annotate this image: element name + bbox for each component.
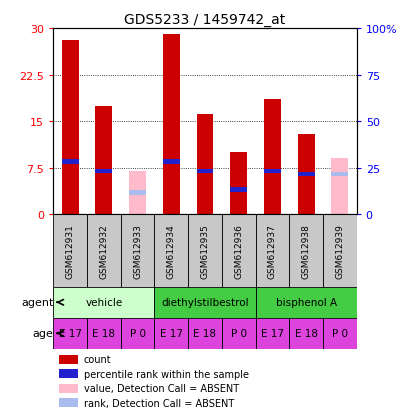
Bar xyxy=(230,153,247,215)
Text: E 17: E 17 xyxy=(160,328,182,339)
Text: GSM612931: GSM612931 xyxy=(65,223,74,278)
Bar xyxy=(188,215,221,287)
Bar xyxy=(289,318,322,349)
Bar xyxy=(87,215,120,287)
Bar xyxy=(59,355,77,364)
Bar xyxy=(62,160,79,164)
Text: GSM612936: GSM612936 xyxy=(234,223,243,278)
Text: count: count xyxy=(83,354,111,364)
Bar xyxy=(289,215,322,287)
Bar xyxy=(196,114,213,215)
Text: GSM612939: GSM612939 xyxy=(335,223,344,278)
Text: vehicle: vehicle xyxy=(85,297,122,308)
Text: age: age xyxy=(32,328,53,339)
Text: P 0: P 0 xyxy=(230,328,246,339)
Text: E 18: E 18 xyxy=(294,328,317,339)
Text: agent: agent xyxy=(21,297,53,308)
Bar xyxy=(255,318,289,349)
Bar xyxy=(330,159,347,215)
Bar xyxy=(188,318,221,349)
Bar xyxy=(196,169,213,173)
Bar xyxy=(263,100,280,215)
Bar xyxy=(59,384,77,393)
Text: value, Detection Call = ABSENT: value, Detection Call = ABSENT xyxy=(83,383,238,393)
Bar xyxy=(120,318,154,349)
Bar xyxy=(53,318,87,349)
Bar xyxy=(263,169,280,173)
Bar xyxy=(62,41,79,215)
Bar xyxy=(162,35,179,215)
Text: GSM612938: GSM612938 xyxy=(301,223,310,278)
Text: E 18: E 18 xyxy=(92,328,115,339)
Bar xyxy=(255,215,289,287)
Text: E 17: E 17 xyxy=(58,328,81,339)
Bar xyxy=(221,318,255,349)
Bar xyxy=(129,191,146,195)
Text: E 17: E 17 xyxy=(260,328,283,339)
Text: GSM612932: GSM612932 xyxy=(99,223,108,278)
Bar xyxy=(322,215,356,287)
Bar xyxy=(87,318,120,349)
Bar xyxy=(330,172,347,177)
Text: bisphenol A: bisphenol A xyxy=(275,297,336,308)
Text: GSM612934: GSM612934 xyxy=(166,223,175,278)
Bar xyxy=(129,171,146,215)
Bar xyxy=(221,215,255,287)
Bar xyxy=(154,215,188,287)
Bar xyxy=(297,172,314,177)
Text: GSM612935: GSM612935 xyxy=(200,223,209,278)
Bar xyxy=(230,188,247,192)
Bar xyxy=(53,215,87,287)
Text: percentile rank within the sample: percentile rank within the sample xyxy=(83,369,248,379)
Bar xyxy=(322,318,356,349)
Bar xyxy=(154,287,255,318)
Bar xyxy=(120,215,154,287)
Text: rank, Detection Call = ABSENT: rank, Detection Call = ABSENT xyxy=(83,398,233,408)
Bar xyxy=(162,160,179,164)
Text: E 18: E 18 xyxy=(193,328,216,339)
Bar xyxy=(154,318,188,349)
Bar xyxy=(53,287,154,318)
Title: GDS5233 / 1459742_at: GDS5233 / 1459742_at xyxy=(124,12,285,26)
Bar xyxy=(59,369,77,378)
Bar xyxy=(297,134,314,215)
Text: GSM612933: GSM612933 xyxy=(133,223,142,278)
Text: P 0: P 0 xyxy=(129,328,145,339)
Text: P 0: P 0 xyxy=(331,328,347,339)
Text: diethylstilbestrol: diethylstilbestrol xyxy=(161,297,248,308)
Bar xyxy=(59,398,77,407)
Text: GSM612937: GSM612937 xyxy=(267,223,276,278)
Bar xyxy=(95,169,112,173)
Bar xyxy=(255,287,356,318)
Bar xyxy=(95,106,112,215)
